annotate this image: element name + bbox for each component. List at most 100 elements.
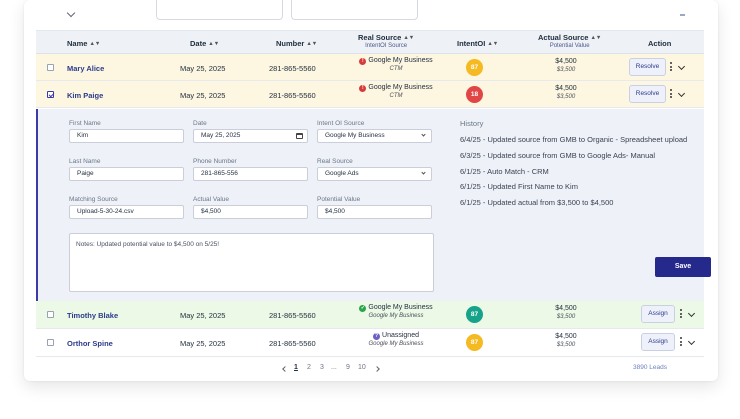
expand-chevron-icon[interactable] xyxy=(677,89,686,98)
leads-card: Name ▲▼ Date ▲▼ Number ▲▼ Real Source ▲▼ Inte… xyxy=(24,0,718,381)
resolve-button[interactable]: Resolve xyxy=(629,58,666,76)
page-link[interactable]: 2 xyxy=(307,364,311,371)
history-entry: 6/3/25 - Updated source from GMB to Goog… xyxy=(460,151,656,160)
sort-icon[interactable]: ▲▼ xyxy=(208,41,220,47)
potential-value-label: $3,500 xyxy=(556,67,576,73)
lead-name[interactable]: Orthor Spine xyxy=(67,339,113,348)
sort-icon[interactable]: ▲▼ xyxy=(403,35,415,41)
actual-value: $4,500 $3,500 xyxy=(526,58,606,73)
intent-score-badge: 87 xyxy=(466,306,483,323)
more-options-icon[interactable] xyxy=(680,309,682,320)
phone-field[interactable]: 281-865-556 xyxy=(193,167,308,181)
last-name-field[interactable]: Paige xyxy=(69,167,184,181)
collapse-icon[interactable] xyxy=(680,14,685,16)
prev-page-icon[interactable] xyxy=(282,366,288,372)
expand-chevron-icon[interactable] xyxy=(687,337,696,346)
actual-value-label: $4,500 xyxy=(555,58,577,65)
lead-name[interactable]: Timothy Blake xyxy=(67,311,119,320)
intent-source-select[interactable]: Google My Business xyxy=(317,129,432,143)
matching-source-label: Matching Source xyxy=(69,196,118,203)
lead-phone: 281-865-5560 xyxy=(269,64,316,73)
col-name[interactable]: Name ▲▼ xyxy=(67,39,100,48)
sort-icon[interactable]: ▲▼ xyxy=(89,41,101,47)
real-source-label: Google My Business xyxy=(368,57,433,64)
table-row[interactable]: Orthor Spine May 25, 2025 281-865-5560 ?… xyxy=(36,329,704,357)
col-real-source[interactable]: Real Source ▲▼ IntentOI Source xyxy=(358,33,414,49)
expand-chevron-icon[interactable] xyxy=(687,309,696,318)
lead-phone: 281-865-5560 xyxy=(269,339,316,348)
row-checkbox[interactable] xyxy=(47,91,54,98)
calendar-icon[interactable] xyxy=(296,133,303,139)
actual-value-label: $4,500 xyxy=(555,333,577,340)
intent-source-label: CTM xyxy=(389,93,403,99)
next-page-icon[interactable] xyxy=(374,366,380,372)
col-number[interactable]: Number ▲▼ xyxy=(276,39,317,48)
assign-button[interactable]: Assign xyxy=(641,333,675,351)
more-options-icon[interactable] xyxy=(670,89,672,100)
potential-value-label: $3,500 xyxy=(556,314,576,320)
page-link[interactable]: 3 xyxy=(320,364,324,371)
save-button[interactable]: Save xyxy=(655,257,711,277)
potential-value-label: $3,500 xyxy=(556,342,576,348)
chevron-down-icon[interactable] xyxy=(66,8,76,18)
real-source-label: Google My Business xyxy=(368,304,433,311)
page-link[interactable]: 10 xyxy=(358,364,366,371)
row-checkbox[interactable] xyxy=(47,339,54,346)
question-icon: ? xyxy=(373,333,381,340)
sort-icon[interactable]: ▲▼ xyxy=(590,35,602,41)
row-checkbox[interactable] xyxy=(47,64,54,71)
filter-field-2[interactable] xyxy=(291,0,418,20)
table-row[interactable]: Mary Alice May 25, 2025 281-865-5560 ! Go… xyxy=(36,54,704,81)
page-link[interactable]: 9 xyxy=(346,364,350,371)
potential-value-field-label: Potential Value xyxy=(317,196,361,203)
sort-icon[interactable]: ▲▼ xyxy=(306,41,318,47)
lead-date: May 25, 2025 xyxy=(180,64,226,73)
lead-date: May 25, 2025 xyxy=(180,339,226,348)
sort-icon[interactable]: ▲▼ xyxy=(487,41,499,47)
more-options-icon[interactable] xyxy=(670,62,672,73)
notes-textarea[interactable]: Notes: Updated potential value to $4,500… xyxy=(69,233,434,292)
more-options-icon[interactable] xyxy=(680,337,682,348)
intent-source-label: Google My Business xyxy=(368,341,424,347)
intent-score-badge: 18 xyxy=(466,86,483,103)
expand-chevron-icon[interactable] xyxy=(677,62,686,71)
page-link[interactable]: 1 xyxy=(294,364,298,371)
col-real-source-label: Real Source xyxy=(358,33,402,42)
page-ellipsis: ... xyxy=(331,364,337,371)
filter-strip xyxy=(24,0,718,28)
lead-detail-panel: First Name Kim Date May 25, 2025 Intent … xyxy=(36,109,711,301)
resolve-button[interactable]: Resolve xyxy=(629,85,666,103)
assign-button[interactable]: Assign xyxy=(641,305,675,323)
matching-source-field[interactable]: Upload-5-30-24.csv xyxy=(69,205,184,219)
real-source-value: Google Ads xyxy=(325,170,359,177)
potential-value-label: $3,500 xyxy=(556,94,576,100)
col-number-label: Number xyxy=(276,39,305,48)
first-name-field[interactable]: Kim xyxy=(69,129,184,143)
intent-source-label: Google My Business xyxy=(368,313,424,319)
leads-count: 3890 Leads xyxy=(633,364,667,371)
date-label: Date xyxy=(193,120,207,127)
filter-field-1[interactable] xyxy=(156,0,283,20)
first-name-label: First Name xyxy=(69,120,101,127)
chevron-down-icon xyxy=(421,132,426,137)
intent-source-value: Google My Business xyxy=(325,132,385,139)
col-name-label: Name xyxy=(67,39,88,48)
real-source-select[interactable]: Google Ads xyxy=(317,167,432,181)
actual-value: $4,500 $3,500 xyxy=(526,85,606,100)
col-actual-source-sub: Potential Value xyxy=(549,43,590,49)
intent-score-badge: 87 xyxy=(466,334,483,351)
col-intentoi[interactable]: IntentOI ▲▼ xyxy=(457,39,498,48)
table-row[interactable]: Kim Paige May 25, 2025 281-865-5560 ! Goo… xyxy=(36,81,704,108)
date-field[interactable]: May 25, 2025 xyxy=(193,129,308,143)
col-actual-source[interactable]: Actual Source ▲▼ Potential Value xyxy=(538,33,601,49)
intent-score-badge: 87 xyxy=(466,59,483,76)
row-checkbox[interactable] xyxy=(47,311,54,318)
lead-name[interactable]: Kim Paige xyxy=(67,91,104,100)
col-date[interactable]: Date ▲▼ xyxy=(190,39,219,48)
table-row[interactable]: Timothy Blake May 25, 2025 281-865-5560 … xyxy=(36,301,704,329)
lead-name[interactable]: Mary Alice xyxy=(67,64,105,73)
potential-value-field[interactable]: $4,500 xyxy=(317,205,432,219)
actual-value-field[interactable]: $4,500 xyxy=(193,205,308,219)
last-name-label: Last Name xyxy=(69,158,101,165)
actual-value: $4,500 $3,500 xyxy=(526,305,606,320)
